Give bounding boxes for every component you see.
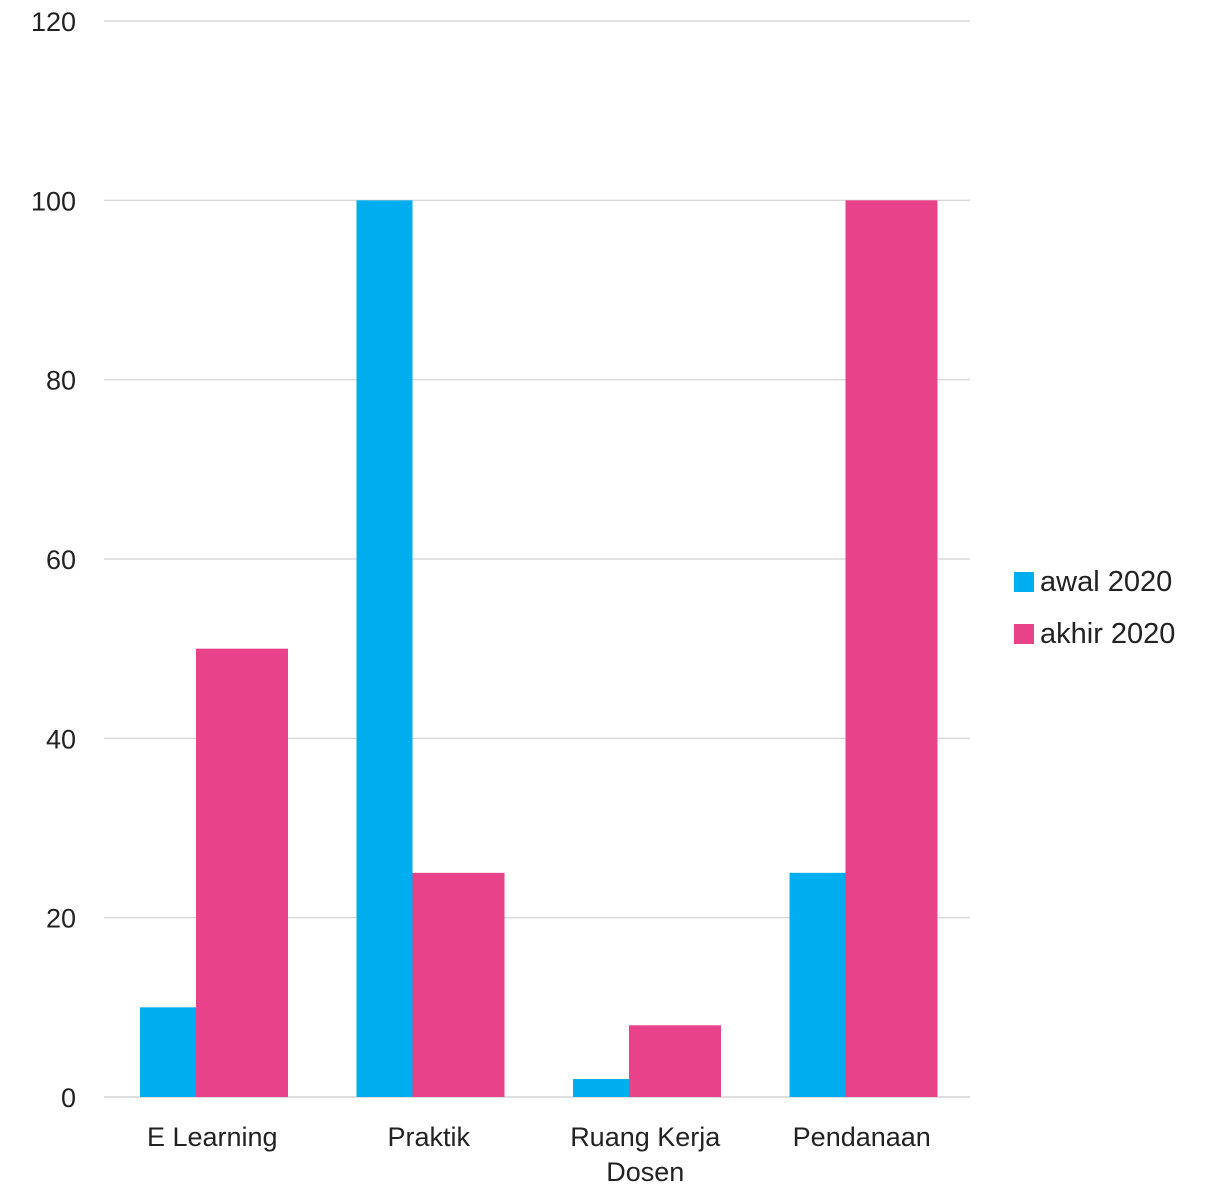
legend-swatch-awal-2020 <box>1014 572 1034 592</box>
legend-swatch-akhir-2020 <box>1014 624 1034 644</box>
y-tick-label: 60 <box>46 545 76 575</box>
bar-akhir-2020-0 <box>196 648 288 1097</box>
legend-label-awal-2020: awal 2020 <box>1040 565 1173 598</box>
bar-awal-2020-3 <box>789 872 846 1097</box>
y-tick-label: 20 <box>46 904 76 934</box>
x-category-label: E Learning <box>147 1122 278 1152</box>
bar-awal-2020-2 <box>573 1079 629 1097</box>
bar-akhir-2020-1 <box>412 872 505 1097</box>
bar-akhir-2020-2 <box>629 1025 721 1097</box>
bar-awal-2020-0 <box>140 1007 196 1097</box>
y-tick-label: 100 <box>31 186 76 216</box>
y-tick-label: 0 <box>61 1083 76 1113</box>
bars <box>140 200 938 1098</box>
x-category-label: Ruang Kerja Dosen <box>570 1122 721 1184</box>
legend: awal 2020 akhir 2020 <box>1014 556 1175 660</box>
legend-item-awal-2020: awal 2020 <box>1014 556 1175 608</box>
x-category-label: Praktik <box>387 1122 470 1152</box>
y-tick-label: 80 <box>46 366 76 396</box>
legend-label-akhir-2020: akhir 2020 <box>1040 617 1176 650</box>
legend-item-akhir-2020: akhir 2020 <box>1014 608 1175 660</box>
x-axis-labels: E Learning Praktik Ruang Kerja Dosen Pendana… <box>147 1122 931 1184</box>
bar-awal-2020-1 <box>356 200 413 1098</box>
bar-akhir-2020-3 <box>845 200 938 1098</box>
y-tick-label: 40 <box>46 724 76 754</box>
x-category-label: Pendanaan <box>793 1122 931 1152</box>
y-tick-label: 120 <box>31 7 76 37</box>
y-axis-ticks: 0 20 40 60 80 100 120 <box>31 7 76 1113</box>
